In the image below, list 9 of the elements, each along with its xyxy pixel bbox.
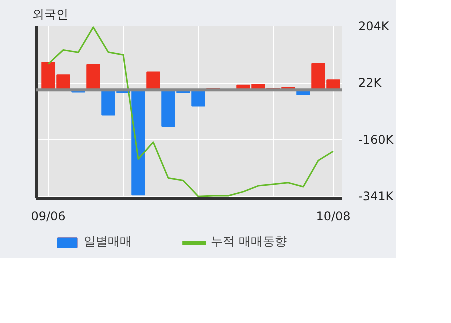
y-tick-label: -341K	[358, 189, 395, 204]
chart-title: 외국인	[32, 8, 68, 22]
y-tick-label: 204K	[358, 20, 390, 34]
x-tick-label: 10/08	[316, 210, 351, 224]
y-tick-label: -160K	[358, 132, 395, 147]
y-tick-label: 22K	[358, 76, 383, 90]
legend-label: 누적 매매동향	[211, 234, 287, 250]
legend-label: 일별매매	[84, 234, 132, 250]
x-tick-label: 09/06	[31, 210, 66, 224]
